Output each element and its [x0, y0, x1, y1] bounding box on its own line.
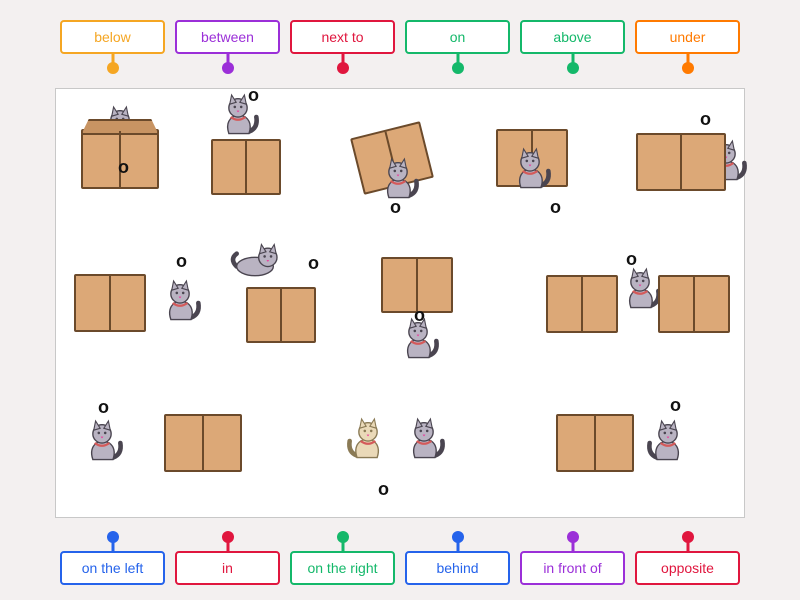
label-text: under	[670, 29, 706, 45]
bottom-label-behind[interactable]: behind	[405, 551, 510, 585]
bottom-label-row: on the left in on the right behind in front …	[60, 551, 740, 585]
box-icon	[658, 275, 730, 333]
top-label-row: below between next to on above under	[60, 20, 740, 54]
bottom-label-in-front-of[interactable]: in front of	[520, 551, 625, 585]
label-text: on	[450, 29, 466, 45]
box-icon	[546, 275, 618, 333]
top-label-above[interactable]: above	[520, 20, 625, 54]
label-text: behind	[436, 560, 478, 576]
drop-target-marker[interactable]: o	[176, 251, 187, 272]
label-pin-icon[interactable]	[107, 62, 119, 74]
cat-icon	[231, 239, 279, 283]
label-text: in front of	[543, 560, 601, 576]
label-text: between	[201, 29, 254, 45]
top-label-on[interactable]: on	[405, 20, 510, 54]
top-label-next-to[interactable]: next to	[290, 20, 395, 54]
label-pin-icon[interactable]	[682, 531, 694, 543]
bottom-label-on-the-right[interactable]: on the right	[290, 551, 395, 585]
label-pin-icon[interactable]	[567, 531, 579, 543]
cat-icon	[506, 149, 554, 193]
drop-target-marker[interactable]: o	[550, 197, 561, 218]
drop-target-marker[interactable]: o	[414, 305, 425, 326]
top-label-between[interactable]: between	[175, 20, 280, 54]
label-text: on the left	[82, 560, 144, 576]
label-pin-icon[interactable]	[682, 62, 694, 74]
cat-icon	[400, 419, 448, 463]
label-pin-icon[interactable]	[222, 531, 234, 543]
label-text: below	[94, 29, 131, 45]
cat-icon	[344, 419, 392, 463]
label-text: opposite	[661, 560, 714, 576]
drop-target-marker[interactable]: o	[308, 253, 319, 274]
box-icon	[74, 274, 146, 332]
cat-icon	[78, 421, 126, 465]
cat-icon	[644, 421, 692, 465]
drop-target-marker[interactable]: o	[98, 397, 109, 418]
box-icon	[211, 139, 281, 195]
drop-target-marker[interactable]: o	[390, 197, 401, 218]
cat-icon	[616, 269, 664, 313]
bottom-label-in[interactable]: in	[175, 551, 280, 585]
box-icon	[556, 414, 634, 472]
label-pin-icon[interactable]	[337, 531, 349, 543]
drop-target-marker[interactable]: o	[248, 85, 259, 106]
bottom-label-opposite[interactable]: opposite	[635, 551, 740, 585]
drop-target-marker[interactable]: o	[626, 249, 637, 270]
top-label-under[interactable]: under	[635, 20, 740, 54]
label-text: next to	[321, 29, 363, 45]
box-icon	[164, 414, 242, 472]
cat-icon	[156, 281, 204, 325]
drop-target-marker[interactable]: o	[700, 109, 711, 130]
label-pin-icon[interactable]	[567, 62, 579, 74]
drop-target-marker[interactable]: o	[378, 479, 389, 500]
worksheet-area[interactable]: o o o o	[55, 88, 745, 518]
drop-target-marker[interactable]: o	[670, 395, 681, 416]
label-text: on the right	[307, 560, 377, 576]
box-icon	[636, 133, 726, 191]
label-pin-icon[interactable]	[222, 62, 234, 74]
bottom-label-on-the-left[interactable]: on the left	[60, 551, 165, 585]
label-pin-icon[interactable]	[452, 62, 464, 74]
drop-target-marker[interactable]: o	[118, 157, 129, 178]
label-pin-icon[interactable]	[107, 531, 119, 543]
box-icon	[246, 287, 316, 343]
label-pin-icon[interactable]	[452, 531, 464, 543]
label-text: in	[222, 560, 233, 576]
label-pin-icon[interactable]	[337, 62, 349, 74]
top-label-below[interactable]: below	[60, 20, 165, 54]
label-text: above	[553, 29, 591, 45]
